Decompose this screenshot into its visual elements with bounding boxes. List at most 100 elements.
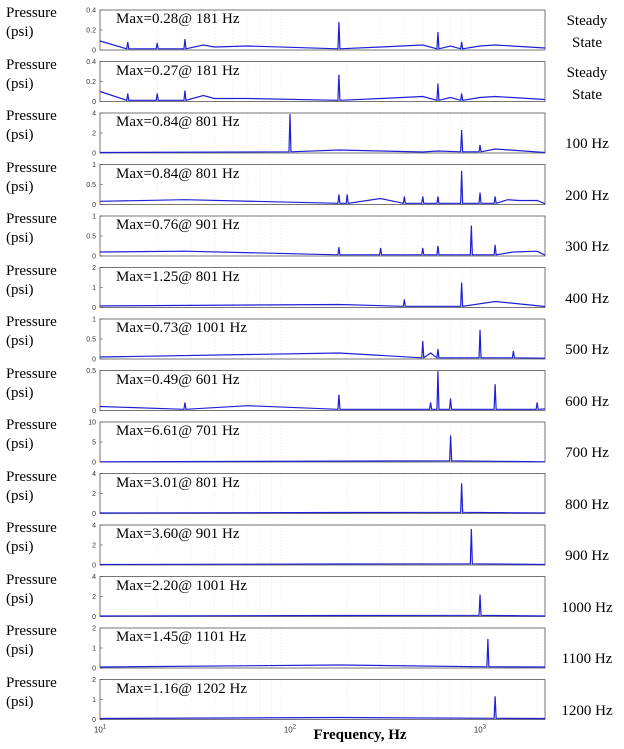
y-tick-label: 0.5 <box>86 182 96 189</box>
series-line <box>99 638 546 668</box>
series-line <box>99 371 546 410</box>
y-label-line: (psi) <box>6 384 34 401</box>
panel-y-label: Pressure (psi) <box>6 365 88 403</box>
y-label-line: Pressure <box>6 108 57 124</box>
series-line <box>99 483 546 514</box>
series-line <box>99 74 546 102</box>
y-label-line: Pressure <box>6 468 57 485</box>
panel-y-label: Pressure (psi) <box>6 4 88 42</box>
condition-label: 700 Hz <box>552 442 622 464</box>
y-tick-label: 0 <box>92 99 96 106</box>
y-tick-label: 0.2 <box>86 79 96 86</box>
x-tick-exponent: 3 <box>483 725 487 731</box>
y-tick-label: 2 <box>92 677 96 684</box>
y-label-line: Pressure <box>6 365 57 382</box>
series-line <box>99 696 546 720</box>
y-label-line: Pressure <box>6 56 57 73</box>
panel-y-label: Pressure (psi) <box>6 519 88 557</box>
panel-frame <box>99 370 546 411</box>
panel-1: 0 0.2 0.4 <box>86 8 546 55</box>
condition-label-line: 200 Hz <box>565 187 609 204</box>
condition-label-line: Steady <box>566 64 608 81</box>
panel-y-label: Pressure (psi) <box>6 622 88 660</box>
y-tick-label: 0 <box>92 717 96 724</box>
y-tick-label: 0 <box>92 202 96 209</box>
y-tick-label: 1 <box>92 162 96 169</box>
y-tick-label: 2 <box>92 491 96 498</box>
x-tick-label: 102 <box>284 725 297 735</box>
y-tick-label: 0.4 <box>86 59 96 66</box>
y-tick-label: 0 <box>92 151 96 158</box>
condition-label-line: State <box>572 86 602 103</box>
panel-y-label: Pressure (psi) <box>6 262 88 300</box>
y-tick-label: 4 <box>92 111 96 118</box>
y-tick-label: 0 <box>92 666 96 673</box>
condition-label: 200 Hz <box>552 185 622 207</box>
y-label-line: Pressure <box>6 674 57 691</box>
y-label-line: (psi) <box>6 436 34 452</box>
condition-label-line: 300 Hz <box>565 239 609 255</box>
condition-label: 100 Hz <box>552 133 622 155</box>
condition-label-line: 1200 Hz <box>561 702 613 719</box>
condition-label: 900 Hz <box>552 545 622 567</box>
y-tick-label: 2 <box>92 265 96 272</box>
y-label-line: Pressure <box>6 417 57 433</box>
max-annotation: Max=0.84@ 801 Hz <box>114 114 242 131</box>
panel-y-label: Pressure (psi) <box>6 159 88 197</box>
y-tick-label: 1 <box>92 214 96 221</box>
condition-label-line: State <box>572 35 602 51</box>
y-tick-label: 1 <box>92 646 96 653</box>
panel-y-label: Pressure (psi) <box>6 468 88 506</box>
max-annotation: Max=2.20@ 1001 Hz <box>114 577 250 595</box>
panel-6: 0 1 2 <box>92 265 546 312</box>
condition-label-line: 800 Hz <box>565 496 609 513</box>
y-tick-label: 4 <box>92 574 96 581</box>
panel-y-label: Pressure (psi) <box>6 571 88 609</box>
panel-2: 0 0.2 0.4 <box>86 59 546 106</box>
y-tick-label: 0 <box>92 48 96 55</box>
panel-11: 0 2 4 <box>92 523 546 570</box>
y-label-line: (psi) <box>6 333 34 349</box>
condition-label-line: 500 Hz <box>565 342 609 358</box>
condition-label: 500 Hz <box>552 339 622 361</box>
condition-label: 1200 Hz <box>552 700 622 722</box>
panel-8: 00.5 <box>86 368 546 415</box>
y-label-line: Pressure <box>6 571 57 588</box>
x-tick-label: 103 <box>474 725 487 735</box>
condition-label-line: 1100 Hz <box>561 651 613 667</box>
condition-label: 1100 Hz <box>552 648 622 670</box>
y-label-line: (psi) <box>6 487 34 504</box>
y-tick-label: 0 <box>92 254 96 261</box>
max-annotation: Max=3.60@ 901 Hz <box>114 526 242 543</box>
x-axis-label: Frequency, Hz <box>313 727 407 743</box>
max-annotation: Max=0.84@ 801 Hz <box>114 165 242 183</box>
y-tick-label: 2 <box>92 131 96 138</box>
y-tick-label: 4 <box>92 471 96 478</box>
y-tick-label: 4 <box>92 523 96 530</box>
x-tick-label: 101 <box>94 725 107 735</box>
y-label-line: Pressure <box>6 314 57 330</box>
y-label-line: Pressure <box>6 159 57 176</box>
series-line <box>99 225 546 256</box>
panel-7: 00.51 <box>86 317 546 364</box>
y-tick-label: 0 <box>92 511 96 518</box>
panel-y-label: Pressure (psi) <box>6 56 88 94</box>
y-tick-label: 0 <box>92 460 96 467</box>
panel-y-label: Pressure (psi) <box>6 416 88 454</box>
max-annotation: Max=0.28@ 181 Hz <box>114 11 242 28</box>
max-annotation: Max=1.16@ 1202 Hz <box>114 680 250 698</box>
panel-3: 0 2 4 <box>92 111 546 158</box>
y-tick-label: 2 <box>92 594 96 601</box>
condition-label-line: 600 Hz <box>565 393 609 410</box>
max-annotation: Max=0.73@ 1001 Hz <box>114 320 250 337</box>
y-tick-label: 0.5 <box>86 368 96 375</box>
condition-label: 400 Hz <box>552 288 622 310</box>
y-label-line: (psi) <box>6 590 34 607</box>
y-tick-label: 0 <box>92 614 96 621</box>
condition-label-line: 900 Hz <box>565 548 609 564</box>
condition-label: 1000 Hz <box>552 597 622 619</box>
max-annotation: Max=6.61@ 701 Hz <box>114 423 242 440</box>
condition-label: 600 Hz <box>552 391 622 413</box>
y-tick-label: 2 <box>92 626 96 633</box>
